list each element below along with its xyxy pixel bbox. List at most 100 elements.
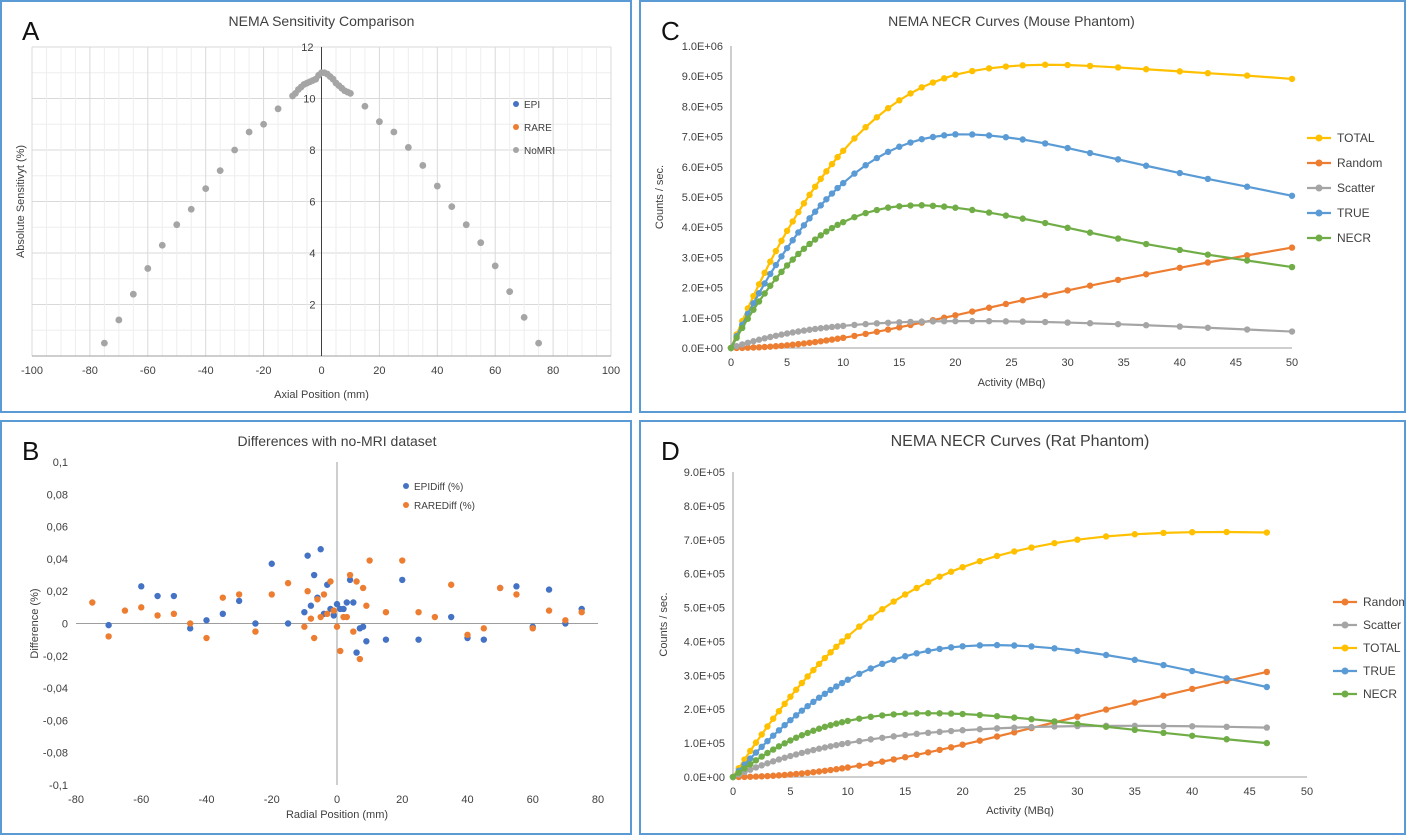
point-random	[1131, 699, 1138, 706]
point-scatter	[862, 320, 869, 328]
point-random	[761, 343, 768, 351]
point-random	[890, 756, 897, 763]
point-total	[890, 598, 897, 605]
point-random	[913, 751, 920, 759]
point-necr	[792, 734, 800, 741]
point-total	[823, 168, 830, 175]
y-tick-label: 5.0E+05	[682, 192, 723, 204]
point-random	[856, 762, 863, 769]
point-rarediff	[399, 557, 406, 564]
point-random	[752, 773, 760, 780]
point-scatter	[747, 766, 754, 773]
point-epidiff	[186, 625, 194, 632]
legend-label: EPIDiff (%)	[414, 482, 463, 493]
panel-b: B Differences with no-MRI dataset -80 -60 -…	[0, 420, 632, 835]
point-true	[867, 665, 874, 672]
point-rarediff	[314, 596, 321, 603]
point-necr	[1288, 263, 1296, 271]
point-scatter	[890, 733, 897, 740]
point-necr	[907, 202, 914, 209]
legend-label: Scatter	[1337, 181, 1375, 195]
y-tick-label: 7.0E+05	[682, 132, 723, 144]
point-nomri	[231, 146, 239, 154]
point-rarediff	[138, 604, 145, 611]
y-axis-label: Counts / sec.	[658, 592, 670, 656]
point-nomri	[274, 105, 282, 113]
point-true	[1142, 162, 1150, 169]
point-random	[952, 312, 959, 319]
series-line-random	[732, 670, 1268, 779]
point-epidiff	[304, 552, 311, 559]
point-epidiff	[353, 649, 360, 656]
point-nomri	[173, 221, 181, 229]
point-rarediff	[353, 578, 360, 585]
point-epidiff	[307, 602, 315, 609]
point-scatter	[767, 333, 774, 341]
point-random	[823, 337, 830, 344]
point-scatter	[1223, 723, 1230, 731]
point-nomri	[100, 339, 108, 347]
point-random	[769, 772, 777, 779]
point-scatter	[755, 336, 763, 343]
point-true	[800, 222, 808, 229]
point-necr	[993, 713, 1001, 720]
point-rarediff	[346, 571, 354, 579]
series-line-total	[729, 63, 1293, 349]
legend-label: TRUE	[1363, 664, 1396, 678]
point-scatter	[792, 751, 800, 758]
chart-c-svg: NEMA NECR Curves (Mouse Phantom) 0 5 10 15 20…	[654, 13, 1382, 389]
point-true	[827, 686, 834, 694]
y-tick-label: 8.0E+05	[684, 501, 725, 513]
point-true	[798, 707, 806, 714]
point-true	[1028, 643, 1035, 650]
point-necr	[806, 240, 813, 248]
point-true	[755, 290, 763, 297]
x-tick-label: 15	[899, 786, 911, 798]
point-total	[775, 707, 783, 715]
x-axis-label: Radial Position (mm)	[286, 809, 388, 821]
point-random	[969, 308, 976, 315]
y-tick-label: 9.0E+05	[682, 71, 723, 83]
point-total	[856, 623, 863, 630]
point-random	[789, 341, 796, 348]
y-tick-label: 6.0E+05	[684, 569, 725, 581]
point-total	[741, 756, 748, 763]
point-epidiff	[346, 576, 354, 584]
point-random	[1204, 259, 1212, 266]
point-nomri	[187, 205, 195, 213]
x-tick-label: 30	[1061, 357, 1073, 369]
point-random	[936, 746, 943, 754]
point-epidiff	[235, 597, 243, 605]
point-necr	[1223, 736, 1230, 743]
point-necr	[735, 769, 742, 776]
point-rarediff	[186, 620, 194, 627]
point-nomri	[491, 262, 499, 270]
chart-title: NEMA NECR Curves (Mouse Phantom)	[888, 13, 1135, 29]
point-necr	[1041, 219, 1049, 227]
point-scatter	[750, 338, 757, 345]
y-tick-label: -0,02	[43, 651, 68, 663]
point-random	[1102, 706, 1110, 713]
point-total	[940, 75, 948, 82]
point-random	[1142, 271, 1150, 278]
point-scatter	[1002, 318, 1010, 325]
point-total	[833, 643, 840, 650]
point-scatter	[993, 725, 1001, 732]
point-true	[1051, 645, 1058, 652]
point-rarediff	[304, 588, 311, 595]
point-random	[764, 772, 771, 780]
point-scatter	[764, 760, 771, 767]
point-necr	[769, 746, 777, 753]
point-necr	[733, 334, 740, 342]
point-total	[1223, 528, 1230, 536]
x-tick-label: 100	[602, 365, 620, 377]
point-random	[783, 342, 791, 349]
point-rarediff	[105, 633, 112, 640]
point-scatter	[800, 327, 808, 334]
point-random	[767, 343, 774, 350]
point-total	[985, 65, 993, 72]
point-scatter	[924, 729, 932, 737]
point-scatter	[936, 728, 943, 736]
point-true	[976, 642, 984, 649]
point-total	[798, 679, 806, 687]
